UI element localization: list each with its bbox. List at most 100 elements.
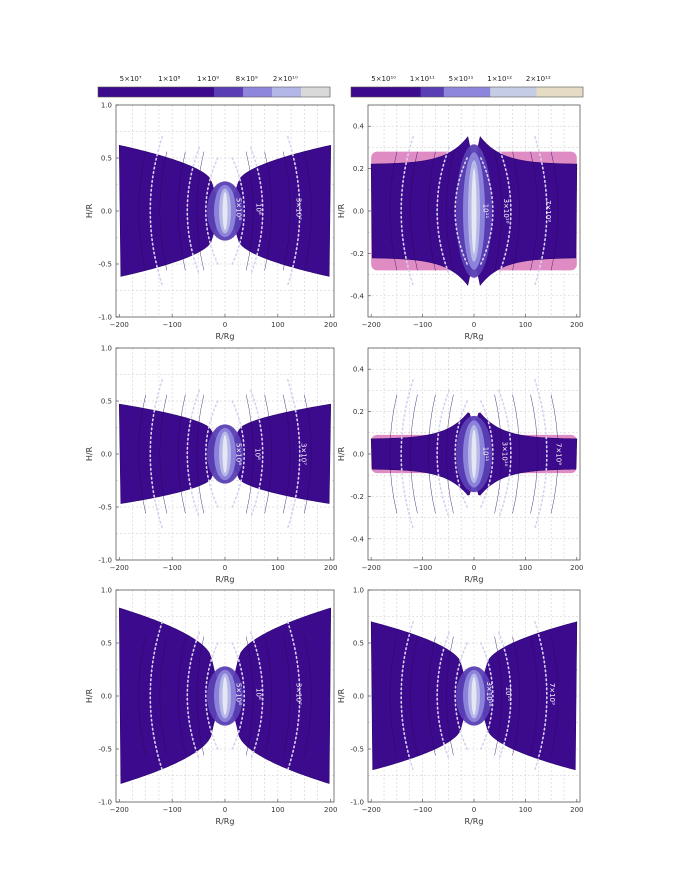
colorbar-group: 5×10⁷ 1×10⁸ 1×10⁹ 8×10⁹ 2×10¹⁰ 5×10¹⁰ 1×10¹¹ 5×… (97, 75, 584, 98)
x-tick-label: −100 (413, 806, 432, 814)
x-tick-label: 200 (324, 806, 337, 814)
colorbar-1: 5×10⁷ 1×10⁸ 1×10⁹ 8×10⁹ 2×10¹⁰ (97, 75, 331, 98)
contour-line (410, 151, 418, 271)
colorbar-swatch (490, 87, 514, 97)
colorbar-frame (350, 86, 584, 98)
y-tick-label: -0.4 (350, 292, 364, 300)
y-tick-label: -0.4 (350, 535, 364, 543)
x-tick-label: −200 (110, 806, 129, 814)
contour-label: 3×10¹⁰ (500, 442, 508, 467)
contour-line (196, 394, 205, 514)
contour-dotted (205, 642, 219, 750)
x-tick-label: 100 (519, 321, 532, 329)
y-tick-label: 1.0 (101, 102, 112, 110)
x-axis-label: R/Rg (216, 332, 235, 341)
hot-core-band (222, 435, 228, 473)
y-axis-label: H/R (337, 203, 346, 218)
contour-line (389, 151, 398, 271)
contour-label: 10¹¹ (481, 447, 489, 462)
y-tick-label: -1.0 (98, 557, 112, 565)
contour-line (446, 394, 454, 514)
contour-dotted (286, 136, 301, 286)
x-tick-label: 100 (271, 806, 284, 814)
contour-dotted (231, 642, 245, 750)
contour-line (428, 636, 436, 756)
x-tick-label: −100 (163, 806, 182, 814)
contour-dotted (480, 400, 494, 508)
contour-line (159, 636, 168, 756)
contour-dotted (205, 400, 219, 508)
contour-dotted (498, 631, 512, 761)
contour-line (264, 151, 272, 271)
colorbar-label: 1×10¹² (487, 75, 512, 83)
contour-line (494, 636, 502, 756)
y-tick-label: -1.0 (350, 799, 364, 807)
colorbar-label: 2×10¹⁰ (273, 75, 298, 83)
contour-label: 10¹¹ (481, 204, 489, 219)
y-tick-label: -1.0 (98, 314, 112, 322)
contour-dotted (231, 400, 245, 508)
contour-label: 3×10⁷ (300, 443, 308, 465)
contour-dotted (186, 389, 201, 519)
contour-line (512, 151, 520, 271)
x-tick-label: 0 (223, 321, 227, 329)
x-axis-label: R/Rg (216, 575, 235, 584)
x-tick-label: −200 (362, 321, 381, 329)
contour-dotted (436, 389, 450, 519)
contour-dotted (400, 136, 414, 286)
x-tick-label: 200 (324, 564, 337, 572)
y-tick-label: -0.5 (98, 261, 112, 269)
contour-line (550, 151, 559, 271)
contour-line (138, 151, 146, 271)
x-axis-label: R/Rg (216, 817, 235, 826)
y-tick-label: -0.5 (350, 746, 364, 754)
colorbar-swatch (156, 87, 186, 97)
y-axis-label: H/R (337, 446, 346, 461)
panel-bottom-right: 3×10¹⁰ 10¹⁰ 7×10⁹ −200 −100 0 100 200 -1.0 -0.5 0.… (337, 587, 584, 827)
colorbar-swatch (443, 87, 468, 97)
colorbar-swatch (214, 87, 244, 97)
contour-line (494, 151, 502, 271)
contour-line (530, 636, 538, 756)
y-axis-label: H/R (85, 688, 94, 703)
x-tick-label: 100 (519, 564, 532, 572)
panel-group: 5×10⁸ 10⁸ 3×10⁷ −200 −100 0 100 200 -1.0 -0.5 0.0 0… (85, 102, 584, 827)
contour-label: 3×10⁷ (294, 683, 302, 705)
x-tick-label: 0 (223, 806, 227, 814)
contour-dotted (149, 621, 164, 771)
contour-dotted (498, 146, 512, 276)
colorbar-swatch (420, 87, 445, 97)
colorbar-label: 5×10¹⁰ (371, 75, 396, 83)
contour-dotted (534, 136, 548, 286)
colorbar-swatch (374, 87, 398, 97)
y-axis-label: H/R (85, 203, 94, 218)
contour-line (138, 636, 146, 756)
thin-contours (389, 636, 559, 756)
contour-dotted (454, 400, 468, 508)
x-tick-label: 0 (223, 564, 227, 572)
x-tick-label: 200 (570, 564, 583, 572)
y-tick-label: -1.0 (98, 799, 112, 807)
y-tick-label: 1.0 (101, 587, 112, 595)
hot-core-band (471, 168, 477, 254)
y-tick-label: 0.5 (353, 640, 364, 648)
contour-dotted (534, 379, 548, 529)
colorbar-frame (97, 86, 331, 98)
contour-label: 5×10⁸ (235, 683, 243, 705)
y-tick-label: 0.5 (101, 398, 112, 406)
contour-line (550, 394, 559, 514)
contour-line (410, 394, 418, 514)
contour-dotted (149, 379, 164, 529)
x-tick-label: −200 (362, 564, 381, 572)
contour-line (196, 636, 205, 756)
colorbar-label: 8×10⁹ (236, 75, 258, 83)
y-axis-label: H/R (337, 688, 346, 703)
contour-label: 10¹⁰ (504, 687, 512, 702)
x-tick-label: −100 (163, 321, 182, 329)
contour-line (282, 151, 291, 271)
contour-line (550, 636, 559, 756)
contour-dotted (286, 621, 301, 771)
contour-dotted (231, 157, 245, 265)
contour-label: 3×10¹⁰ (485, 681, 493, 706)
colorbar-swatch (272, 87, 302, 97)
